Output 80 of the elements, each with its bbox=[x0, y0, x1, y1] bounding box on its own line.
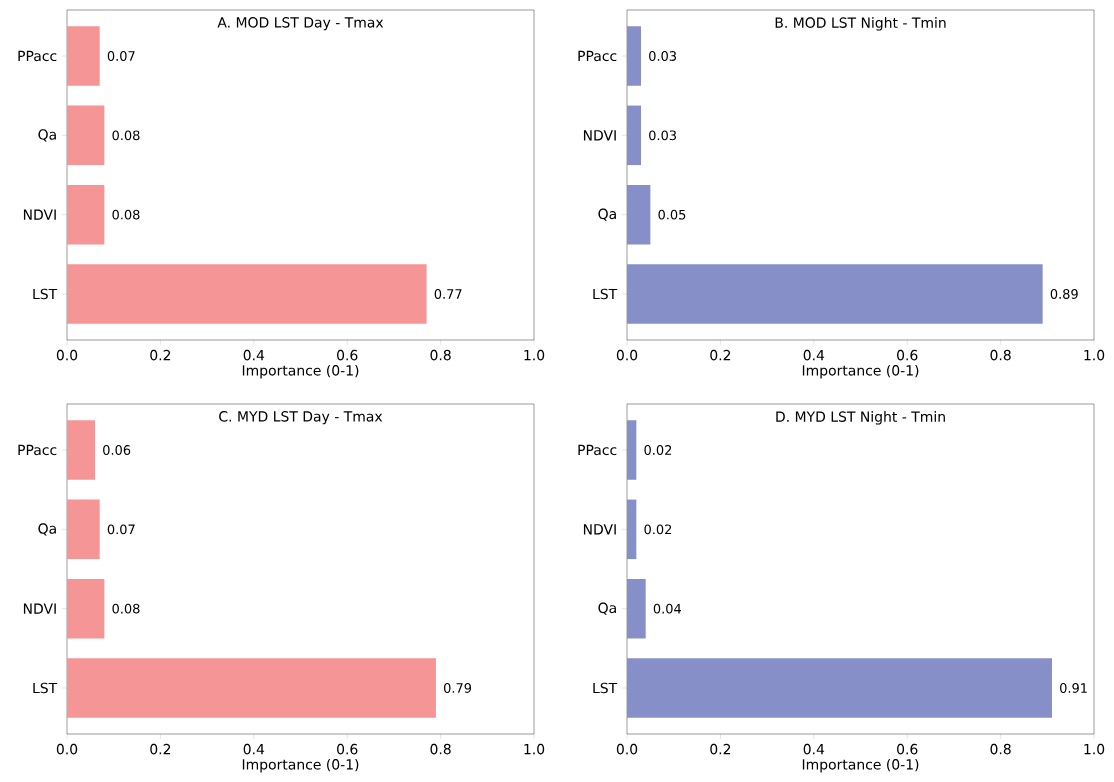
bar bbox=[67, 26, 100, 86]
data-label: 0.79 bbox=[443, 683, 472, 693]
y-tick-label: Qa bbox=[38, 129, 56, 142]
bar bbox=[67, 578, 105, 639]
data-label: 0.07 bbox=[107, 51, 135, 61]
data-label: 0.77 bbox=[434, 289, 462, 299]
x-tick-label: 0.8 bbox=[990, 743, 1011, 755]
data-label: 0.02 bbox=[644, 524, 672, 535]
x-tick-label: 1.0 bbox=[1084, 743, 1105, 755]
x-tick-label: 0.8 bbox=[430, 349, 451, 361]
y-tick-label: NDVI bbox=[23, 209, 56, 220]
x-tick-label: 1.0 bbox=[524, 743, 545, 755]
x-tick-label: 1.0 bbox=[524, 349, 545, 361]
bar bbox=[67, 499, 100, 560]
bar bbox=[627, 420, 637, 480]
y-tick-label: LST bbox=[593, 288, 618, 300]
bar bbox=[67, 105, 105, 166]
x-tick-label: 0.6 bbox=[897, 743, 918, 755]
bar bbox=[627, 105, 642, 166]
y-tick-label: LST bbox=[593, 682, 618, 694]
chart-title: C. MYD LST Day - Tmax bbox=[219, 411, 383, 425]
x-axis-title: Importance (0-1) bbox=[242, 364, 359, 379]
y-tick-label: NDVI bbox=[23, 603, 56, 614]
x-tick-label: 0.2 bbox=[150, 743, 171, 755]
y-tick-label: LST bbox=[33, 682, 58, 694]
x-tick-label: 0.8 bbox=[430, 743, 451, 755]
bar bbox=[67, 658, 436, 718]
x-tick-label: 0.4 bbox=[803, 349, 825, 361]
y-tick-label: Qa bbox=[598, 208, 616, 221]
y-tick-label: NDVI bbox=[583, 130, 616, 141]
bar bbox=[627, 264, 1043, 324]
data-label: 0.08 bbox=[112, 603, 140, 614]
x-tick-label: 0.2 bbox=[710, 349, 731, 361]
bar bbox=[627, 26, 642, 86]
data-label: 0.04 bbox=[653, 603, 681, 614]
data-label: 0.08 bbox=[112, 209, 140, 220]
x-tick-label: 0.2 bbox=[710, 743, 731, 755]
x-tick-label: 0.6 bbox=[897, 349, 918, 361]
bar bbox=[627, 499, 637, 560]
x-tick-label: 0.4 bbox=[243, 349, 265, 361]
bar bbox=[67, 420, 96, 480]
y-tick-label: Qa bbox=[38, 523, 56, 536]
data-label: 0.03 bbox=[649, 51, 677, 61]
data-label: 0.06 bbox=[103, 445, 131, 455]
chart-title: B. MOD LST Night - Tmin bbox=[775, 17, 946, 31]
y-tick-label: PPacc bbox=[18, 50, 57, 62]
chart-title: A. MOD LST Day - Tmax bbox=[217, 17, 384, 31]
x-tick-label: 0.0 bbox=[616, 349, 638, 361]
x-axis-title: Importance (0-1) bbox=[802, 364, 919, 379]
data-label: 0.91 bbox=[1060, 683, 1087, 693]
data-label: 0.08 bbox=[112, 130, 140, 141]
chart-title: D. MYD LST Night - Tmin bbox=[776, 411, 945, 425]
bar bbox=[67, 264, 427, 324]
x-tick-label: 0.4 bbox=[803, 743, 825, 755]
x-tick-label: 0.0 bbox=[616, 743, 638, 755]
data-label: 0.89 bbox=[1050, 289, 1078, 299]
x-tick-label: 0.6 bbox=[337, 349, 358, 361]
x-axis-title: Importance (0-1) bbox=[242, 758, 359, 773]
y-tick-label: Qa bbox=[598, 602, 616, 615]
bar bbox=[627, 658, 1052, 718]
y-tick-label: PPacc bbox=[578, 444, 617, 456]
x-tick-label: 0.8 bbox=[990, 349, 1011, 361]
x-tick-label: 0.2 bbox=[150, 349, 171, 361]
x-tick-label: 0.0 bbox=[56, 743, 78, 755]
data-label: 0.05 bbox=[658, 209, 686, 220]
bar bbox=[627, 578, 646, 639]
y-tick-label: PPacc bbox=[578, 50, 617, 62]
x-axis-title: Importance (0-1) bbox=[802, 758, 919, 773]
y-tick-label: LST bbox=[33, 288, 58, 300]
y-tick-label: PPacc bbox=[18, 444, 57, 456]
y-tick-label: NDVI bbox=[583, 524, 616, 535]
data-label: 0.07 bbox=[107, 524, 135, 535]
data-label: 0.03 bbox=[649, 130, 677, 141]
x-tick-label: 0.4 bbox=[243, 743, 265, 755]
x-tick-label: 0.6 bbox=[337, 743, 358, 755]
bar bbox=[627, 184, 651, 245]
x-tick-label: 1.0 bbox=[1084, 349, 1105, 361]
x-tick-label: 0.0 bbox=[56, 349, 78, 361]
bar bbox=[67, 184, 105, 245]
data-label: 0.02 bbox=[644, 445, 672, 455]
